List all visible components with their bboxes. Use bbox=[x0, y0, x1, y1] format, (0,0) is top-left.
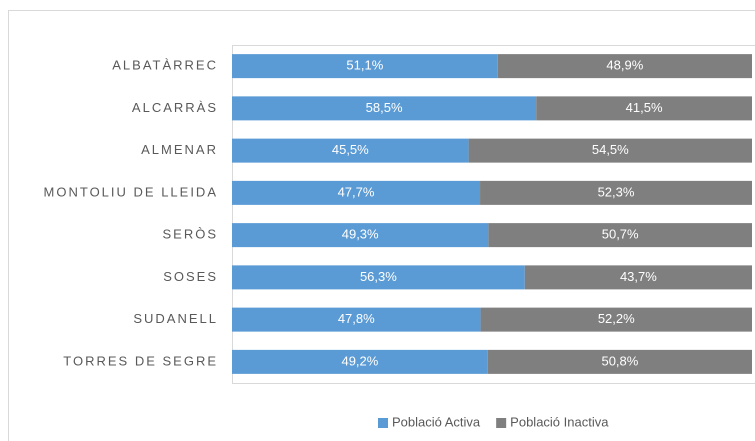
value-label: 47,8% bbox=[338, 311, 375, 326]
bar-segment bbox=[232, 96, 537, 121]
bar-segment bbox=[480, 180, 752, 205]
value-label: 54,5% bbox=[592, 142, 629, 157]
value-label: 48,9% bbox=[606, 58, 643, 73]
category-label: ALCARRÀS bbox=[132, 100, 218, 115]
bar-segment bbox=[232, 349, 488, 374]
category-label: ALMENAR bbox=[141, 142, 218, 157]
category-label: MONTOLIU DE LLEIDA bbox=[44, 184, 218, 199]
value-label: 52,2% bbox=[598, 311, 635, 326]
value-label: 45,5% bbox=[332, 142, 369, 157]
bar-segment bbox=[232, 54, 498, 79]
chart-frame bbox=[8, 10, 755, 441]
bar-segment bbox=[232, 265, 525, 290]
category-label: SUDANELL bbox=[133, 311, 218, 326]
category-label: SERÒS bbox=[162, 227, 218, 242]
value-label: 49,3% bbox=[342, 227, 379, 242]
value-label: 43,7% bbox=[620, 269, 657, 284]
value-label: 51,1% bbox=[346, 58, 383, 73]
bar-segment bbox=[232, 138, 469, 163]
bar-segment bbox=[487, 349, 752, 374]
category-label: ALBATÀRREC bbox=[112, 58, 218, 73]
category-label: SOSES bbox=[163, 269, 218, 284]
legend-swatch bbox=[378, 418, 388, 428]
value-label: 50,8% bbox=[601, 353, 638, 368]
bar-segment bbox=[480, 307, 752, 332]
plot-area bbox=[232, 45, 755, 384]
bar-segment bbox=[488, 223, 752, 248]
category-label: TORRES DE SEGRE bbox=[63, 353, 218, 368]
bar-segment bbox=[536, 96, 752, 121]
value-label: 58,5% bbox=[366, 100, 403, 115]
bar-segment bbox=[232, 307, 481, 332]
legend-swatch bbox=[496, 418, 507, 428]
legend-label: Població Inactiva bbox=[510, 414, 609, 429]
value-label: 50,7% bbox=[602, 227, 639, 242]
value-label: 52,3% bbox=[598, 184, 635, 199]
value-label: 56,3% bbox=[360, 269, 397, 284]
value-label: 49,2% bbox=[341, 353, 378, 368]
bar-segment bbox=[524, 265, 752, 290]
bar-segment bbox=[497, 54, 752, 79]
value-label: 41,5% bbox=[626, 100, 663, 115]
bar-segment bbox=[468, 138, 752, 163]
value-label: 47,7% bbox=[338, 184, 375, 199]
bar-segment bbox=[232, 223, 489, 248]
bar-segment bbox=[232, 180, 481, 205]
legend-label: Població Activa bbox=[392, 414, 481, 429]
